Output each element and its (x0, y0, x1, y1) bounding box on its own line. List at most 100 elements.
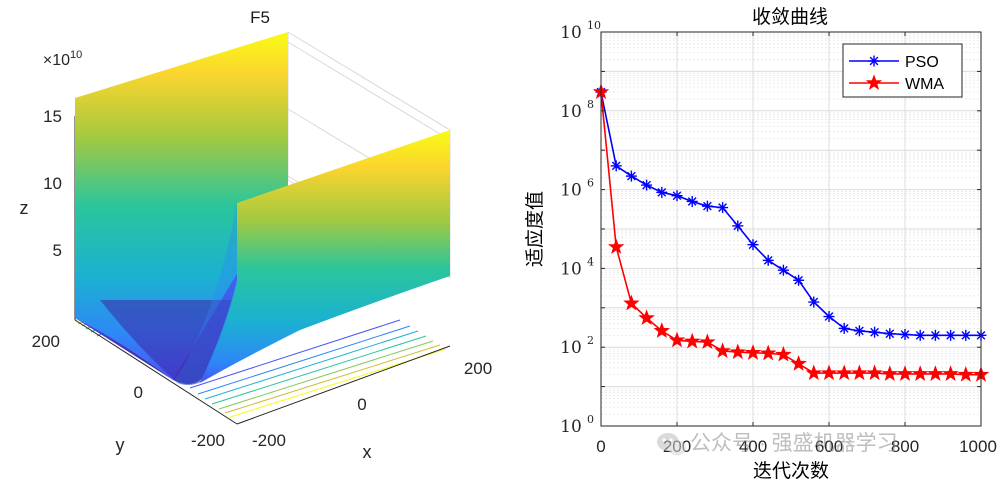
marker-pso (869, 326, 881, 338)
x-tick-label: 1000 (959, 437, 997, 456)
marker-wma (699, 333, 716, 350)
surface-right-wall-inner (174, 203, 237, 385)
marker-pso (777, 264, 789, 276)
y-tick-label: 10 (560, 259, 582, 279)
marker-pso (717, 202, 729, 214)
surface-z-exponent-power: 10 (70, 49, 82, 61)
marker-wma (866, 364, 883, 381)
marker-wma (714, 342, 731, 359)
marker-wma (851, 364, 868, 381)
marker-pso (641, 179, 653, 191)
marker-wma (668, 331, 686, 348)
surface-y-label: y (116, 435, 125, 455)
marker-pso (625, 170, 637, 182)
y-tick-label: 10 (560, 417, 582, 437)
marker-wma (607, 238, 625, 254)
y-tick-label: 10 (560, 102, 582, 122)
marker-wma (775, 345, 792, 362)
surface-title: F5 (250, 8, 270, 27)
surface-x-tick: -200 (252, 431, 286, 450)
y-tick-exponent: 6 (587, 177, 594, 190)
marker-pso (838, 322, 850, 334)
marker-wma (623, 294, 640, 311)
marker-wma (820, 364, 838, 381)
legend: PSO WMA (842, 43, 963, 98)
surface-left-wall (75, 32, 288, 380)
surface-z-label: z (20, 198, 29, 218)
surface-z-tick: 5 (53, 241, 62, 260)
axis-ticks (600, 31, 982, 427)
surface-x-tick: 200 (464, 359, 492, 378)
marker-wma (744, 344, 762, 360)
marker-pso (945, 329, 957, 341)
marker-wma (683, 332, 701, 349)
y-axis-label: 适应度值 (524, 191, 546, 267)
surface-z-tick: 10 (43, 174, 62, 193)
surface-y-tick: -200 (191, 431, 225, 450)
wechat-icon (657, 433, 686, 456)
x-tick-label: 800 (891, 437, 919, 456)
x-tick-label: 0 (596, 437, 605, 456)
y-tick-label: 10 (560, 338, 582, 358)
surface-trough-shade (100, 300, 241, 385)
marker-pso (793, 274, 805, 286)
marker-wma (957, 366, 975, 382)
y-tick-label: 10 (560, 23, 582, 43)
x-tick-label: 400 (739, 437, 767, 456)
marker-wma (896, 365, 914, 381)
marker-wma (638, 309, 655, 326)
watermark-text: 公众号 · 强盛机器学习 (690, 432, 898, 455)
marker-pso (823, 311, 835, 323)
marker-wma (759, 344, 777, 361)
x-axis-label: 迭代次数 (753, 460, 829, 482)
legend-wma-marker (865, 74, 883, 91)
marker-pso (671, 190, 683, 202)
y-tick-label: 10 (560, 181, 582, 201)
marker-wma (790, 355, 807, 371)
legend-box (842, 43, 963, 98)
marker-wma (805, 364, 823, 381)
legend-pso-marker (868, 55, 880, 67)
y-tick-exponent: 2 (587, 334, 594, 347)
marker-wma (653, 322, 671, 338)
surface-z-tick: 15 (43, 107, 62, 126)
y-tick-exponent: 8 (587, 98, 594, 111)
marker-wma (881, 365, 899, 381)
marker-pso (899, 329, 911, 341)
surface-y-tick: 200 (32, 332, 60, 351)
marker-pso (701, 200, 713, 212)
legend-pso-label: PSO (905, 54, 939, 71)
marker-wma (729, 343, 747, 360)
marker-pso (853, 325, 865, 337)
marker-wma (927, 365, 944, 381)
marker-wma (911, 365, 929, 381)
y-tick-exponent: 4 (587, 255, 594, 268)
marker-pso (656, 186, 668, 198)
surface-x-tick: 0 (357, 395, 366, 414)
legend-marker-pso (868, 55, 880, 67)
surface-right-wall (200, 130, 450, 383)
marker-pso (686, 195, 698, 207)
marker-pso (732, 220, 744, 232)
surface-chart: F5 (20, 8, 493, 462)
y-tick-labels: 10 0 10 2 10 4 10 6 10 8 10 10 (560, 19, 601, 437)
surface-y-tick: 0 (134, 383, 143, 402)
x-tick-label: 600 (815, 437, 843, 456)
watermark: 公众号 · 强盛机器学习 (657, 432, 898, 456)
series-layer (592, 83, 990, 382)
grid (601, 32, 981, 426)
marker-pso (808, 296, 820, 308)
y-tick-exponent: 10 (587, 19, 601, 32)
marker-wma (835, 364, 853, 381)
marker-pso (747, 239, 759, 251)
marker-pso (960, 329, 972, 341)
legend-marker-wma (865, 74, 883, 91)
marker-pso (929, 329, 941, 341)
surface-x-label: x (363, 442, 372, 462)
legend-wma-label: WMA (905, 76, 944, 93)
convergence-title: 收敛曲线 (752, 6, 828, 28)
marker-pso (914, 329, 926, 341)
marker-pso (884, 328, 896, 340)
